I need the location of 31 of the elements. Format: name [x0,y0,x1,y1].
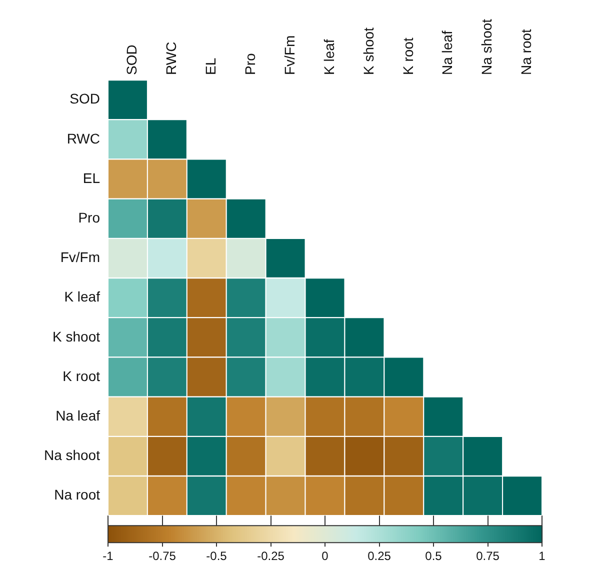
x-tick-label: SOD [124,44,140,75]
color-bar-label: -0.25 [257,549,285,564]
y-tick-label: Pro [78,209,100,226]
color-bar-label: -1 [102,549,114,564]
x-tick-label: K shoot [360,27,376,75]
color-bar-label: 0 [322,549,329,564]
y-tick-label: K root [62,368,100,384]
y-tick-label: RWC [66,130,100,146]
y-tick-label: SOD [70,90,100,107]
x-tick-label: Na leaf [439,30,456,75]
x-tick-label: Pro [242,53,258,75]
y-tick-label: EL [82,170,100,186]
color-bar-label: -0.75 [148,549,176,564]
x-tick-label: EL [202,58,218,75]
x-tick-label: Na shoot [478,18,495,75]
color-bar-label: 1 [538,549,546,564]
x-tick-label: Na root [518,28,534,75]
y-tick-label: Na root [54,486,100,503]
x-tick-label: Fv/Fm [281,35,298,75]
y-tick-label: Na leaf [56,407,100,424]
color-bar-label: 0.75 [476,549,500,564]
color-bar-label: 0.25 [368,549,392,564]
color-bar-label: 0.5 [425,549,442,564]
y-tick-label: K leaf [64,288,100,305]
y-tick-label: Na shoot [44,447,100,464]
color-bar-label: -0.5 [206,549,228,564]
x-tick-label: RWC [163,42,180,75]
x-tick-label: K leaf [320,39,337,75]
y-tick-label: K shoot [52,328,100,344]
x-tick-label: K root [400,38,416,75]
y-tick-label: Fv/Fm [60,249,100,266]
